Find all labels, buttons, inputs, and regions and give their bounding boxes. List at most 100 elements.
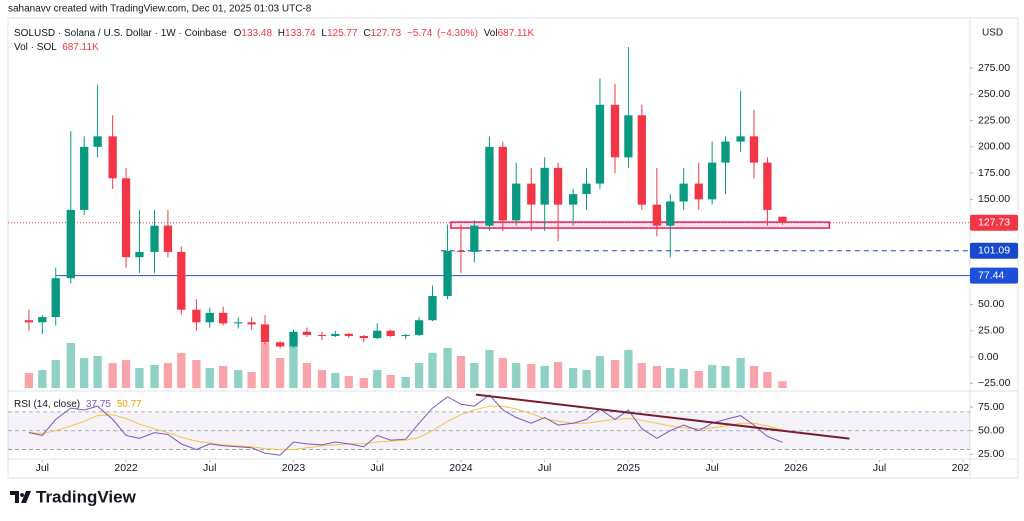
- volume-bar: [749, 366, 759, 388]
- candle-body: [401, 334, 410, 336]
- volume-bar: [624, 350, 633, 388]
- volume-bar: [470, 363, 479, 388]
- volume-bar: [93, 356, 102, 388]
- y-tick-label: 175.00: [978, 167, 1010, 179]
- volume-bar: [778, 381, 787, 388]
- candle-body: [234, 322, 243, 324]
- rsi-ma-value: 50.77: [117, 399, 142, 410]
- y-tick-label: 200.00: [978, 141, 1010, 153]
- candle-body: [485, 146, 494, 226]
- ohlc-letter: L: [321, 28, 327, 39]
- rsi-legend: RSI (14, close) 37.75 50.77: [14, 399, 142, 410]
- candle-body: [38, 317, 47, 323]
- candle-body: [80, 146, 89, 210]
- candle-body: [610, 104, 620, 158]
- candle-body: [150, 225, 159, 252]
- volume-bar: [302, 363, 312, 388]
- x-tick-label: Jul: [36, 462, 49, 474]
- volume-bar: [498, 358, 507, 388]
- candle-body: [553, 167, 563, 205]
- volume-bar: [51, 360, 60, 388]
- candle-body: [666, 201, 675, 226]
- candle-body: [177, 251, 186, 310]
- x-tick-label: Jul: [705, 462, 718, 474]
- last-price-bg: [970, 214, 1018, 231]
- candle-body: [219, 312, 228, 324]
- volume-bar: [192, 360, 201, 388]
- currency: USD: [982, 28, 1003, 39]
- candle-body: [595, 104, 605, 184]
- volume-bar: [247, 372, 256, 388]
- x-tick-label: Jul: [203, 462, 216, 474]
- volume-legend: Vol · SOL 687.11K: [14, 42, 99, 53]
- x-tick-label: 2023: [282, 462, 306, 474]
- volume-prefix: Vol: [484, 28, 498, 39]
- volume-bar: [456, 356, 466, 388]
- volume-bar: [736, 358, 745, 388]
- x-tick-label: 2027: [952, 462, 976, 474]
- volume-bar: [135, 368, 144, 388]
- volume-bar: [331, 373, 340, 388]
- volume-value: 687.11K: [498, 28, 535, 39]
- candle-body: [66, 209, 75, 279]
- volume-bar: [652, 366, 662, 388]
- candle-body: [624, 115, 633, 158]
- candle-body: [736, 136, 745, 142]
- price-label: 77.44: [978, 269, 1004, 281]
- volume-bar: [595, 356, 605, 388]
- candle-body: [205, 312, 214, 323]
- rsi-value: 37.75: [86, 399, 111, 410]
- volume-bar: [666, 368, 675, 388]
- volume-value: 687.11K: [62, 42, 99, 53]
- candle-body: [93, 136, 102, 147]
- volume-bar: [443, 348, 452, 388]
- volume-bar: [163, 363, 173, 388]
- y-tick-label: 150.00: [978, 193, 1010, 205]
- volume-bar: [359, 378, 368, 388]
- rsi-ma-line: [28, 405, 783, 451]
- volume-bar: [763, 372, 772, 388]
- volume-bar: [80, 358, 89, 388]
- volume-bar: [610, 360, 620, 388]
- volume-bar: [582, 370, 591, 388]
- volume-bar: [694, 371, 703, 388]
- candle-body: [344, 333, 353, 336]
- x-tick-label: 2026: [784, 462, 808, 474]
- volume-bar: [679, 369, 688, 388]
- x-axis: Jul 2022 Jul 2023 Jul 2024 Jul 2025 Jul 2026 Jul 20…: [36, 460, 976, 474]
- volume-bar: [540, 366, 549, 388]
- ohlc-letter: H: [278, 28, 285, 39]
- volume-bar: [527, 364, 536, 388]
- open-value: 133.48: [241, 28, 272, 39]
- volume-bar: [637, 363, 646, 388]
- volume-bar: [275, 358, 285, 388]
- candle-body: [108, 136, 117, 179]
- volume-bar: [108, 363, 117, 388]
- price-label-bg: [970, 242, 1018, 259]
- candle-body: [582, 183, 591, 195]
- high-value: 133.74: [285, 28, 316, 39]
- rsi-trendline: [475, 393, 850, 440]
- candle-body: [260, 324, 270, 343]
- y-tick-label: −25.00: [978, 377, 1011, 389]
- x-tick-label: 2022: [114, 462, 138, 474]
- candle-body: [331, 333, 340, 336]
- volume-bar: [344, 376, 353, 388]
- candle-body: [386, 330, 395, 336]
- logo-icon: [10, 491, 31, 503]
- candle-body: [778, 216, 787, 223]
- volume-bar: [317, 370, 327, 388]
- y-tick-label: 225.00: [978, 114, 1010, 126]
- last-price-label: 127.73: [978, 217, 1010, 229]
- candle-body: [135, 251, 144, 258]
- volume-bar: [38, 370, 47, 388]
- legend-header: SOLUSD · Solana / U.S. Dollar · 1W · Coi…: [14, 28, 534, 39]
- volume-bar: [219, 366, 228, 388]
- candle-body: [163, 225, 173, 252]
- price-label: 101.09: [978, 245, 1010, 257]
- candle-body: [721, 141, 730, 163]
- volume-bar: [707, 365, 717, 388]
- candle-body: [275, 342, 285, 347]
- brand: TradingView: [36, 487, 137, 506]
- price-pane: [8, 47, 970, 388]
